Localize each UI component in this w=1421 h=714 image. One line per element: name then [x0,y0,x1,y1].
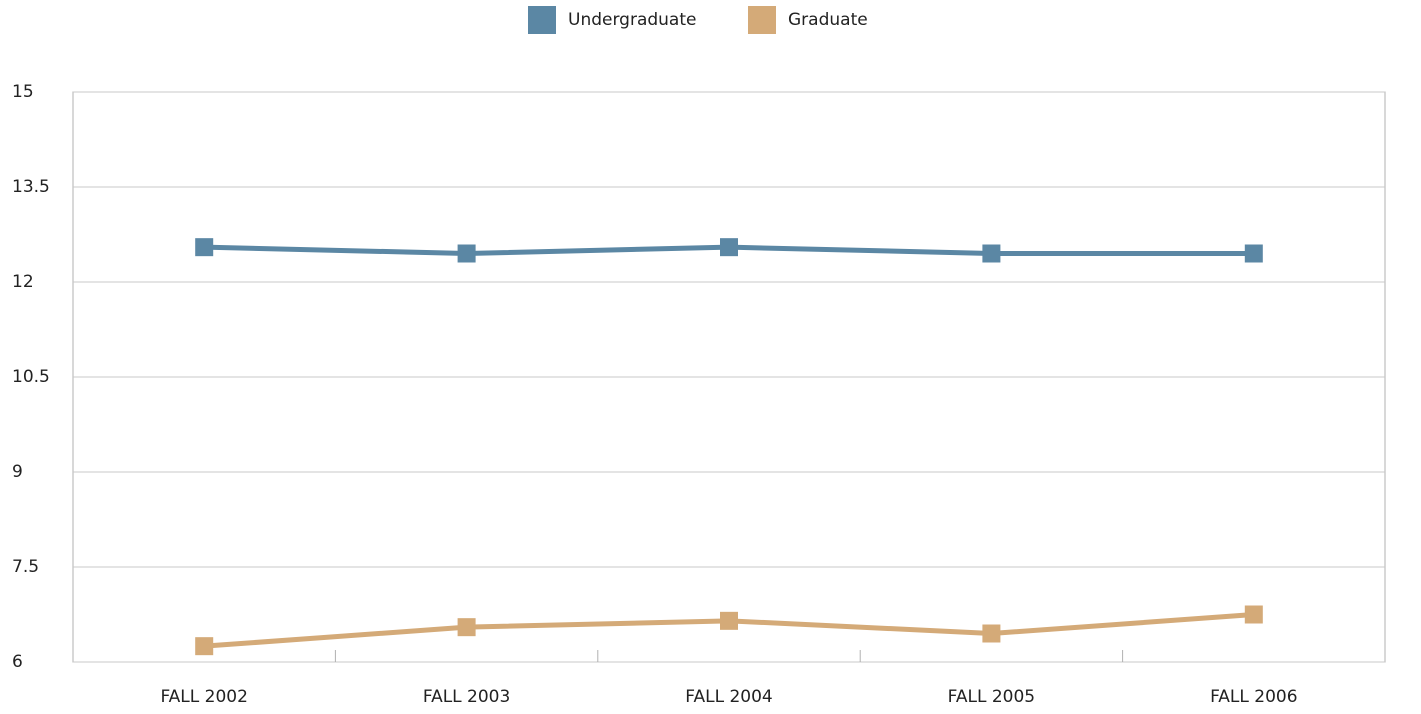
x-tick-label: FALL 2003 [423,687,510,707]
y-tick-label: 9 [12,462,23,482]
legend-swatch [528,6,556,34]
y-tick-label: 13.5 [12,177,50,197]
legend-label: Graduate [788,10,868,30]
point [720,238,738,257]
y-tick-label: 7.5 [12,557,39,577]
y-tick-label: 10.5 [12,367,50,387]
point [1244,244,1263,263]
point [457,244,476,263]
point [982,244,1001,263]
y-tick-label: 12 [12,272,34,292]
point [720,611,738,630]
point [1244,605,1263,624]
x-tick-label: FALL 2005 [948,687,1035,707]
point [457,618,476,637]
x-tick-label: FALL 2004 [685,687,772,707]
point [195,637,214,656]
legend-swatch [748,6,776,34]
y-tick-label: 6 [12,652,23,672]
point [195,238,214,257]
legend-label: Undergraduate [568,10,696,30]
x-tick-label: FALL 2006 [1210,687,1297,707]
y-tick-label: 15 [12,82,34,102]
point [982,624,1001,643]
x-tick-label: FALL 2002 [160,687,247,707]
